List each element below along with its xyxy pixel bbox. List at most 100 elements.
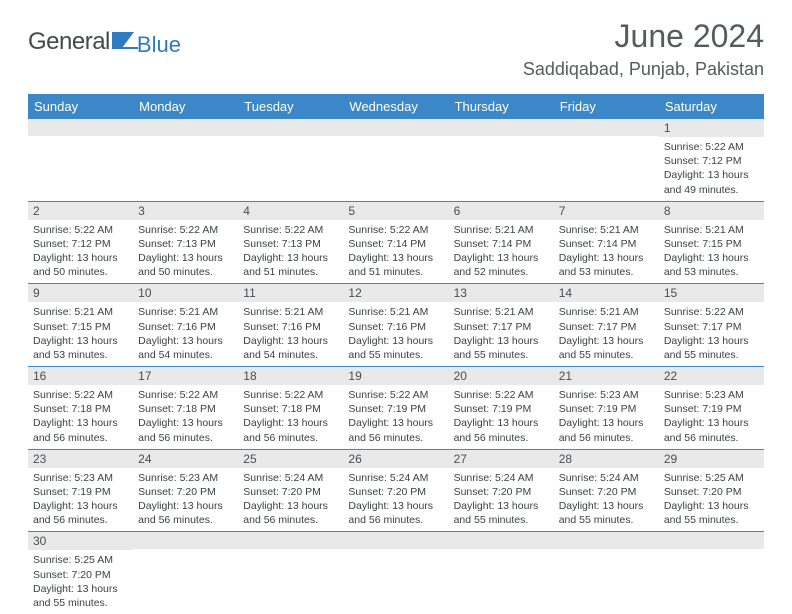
sunset-text: Sunset: 7:14 PM: [454, 237, 549, 251]
day-details: Sunrise: 5:21 AMSunset: 7:17 PMDaylight:…: [554, 302, 659, 366]
day-number: 11: [238, 284, 343, 302]
day-details: Sunrise: 5:22 AMSunset: 7:14 PMDaylight:…: [343, 220, 448, 284]
calendar-week: 2Sunrise: 5:22 AMSunset: 7:12 PMDaylight…: [28, 201, 764, 284]
day-number: 27: [449, 450, 554, 468]
day-number: [28, 119, 133, 136]
sunrise-text: Sunrise: 5:23 AM: [664, 388, 759, 402]
calendar-cell: [238, 119, 343, 201]
sunset-text: Sunset: 7:19 PM: [348, 402, 443, 416]
title-block: June 2024 Saddiqabad, Punjab, Pakistan: [523, 18, 764, 84]
calendar-cell: 12Sunrise: 5:21 AMSunset: 7:16 PMDayligh…: [343, 284, 448, 367]
day-number: 2: [28, 202, 133, 220]
sunrise-text: Sunrise: 5:21 AM: [348, 305, 443, 319]
day-details: Sunrise: 5:22 AMSunset: 7:18 PMDaylight:…: [238, 385, 343, 449]
sunset-text: Sunset: 7:19 PM: [559, 402, 654, 416]
calendar-cell: 8Sunrise: 5:21 AMSunset: 7:15 PMDaylight…: [659, 201, 764, 284]
day-number: 6: [449, 202, 554, 220]
sunset-text: Sunset: 7:18 PM: [138, 402, 233, 416]
daylight-text: Daylight: 13 hours and 56 minutes.: [243, 499, 338, 527]
brand-part1: General: [28, 28, 110, 56]
daylight-text: Daylight: 13 hours and 54 minutes.: [138, 334, 233, 362]
location: Saddiqabad, Punjab, Pakistan: [523, 59, 764, 80]
day-details: Sunrise: 5:21 AMSunset: 7:15 PMDaylight:…: [659, 220, 764, 284]
sunset-text: Sunset: 7:14 PM: [348, 237, 443, 251]
calendar-cell: [133, 532, 238, 614]
daylight-text: Daylight: 13 hours and 56 minutes.: [559, 416, 654, 444]
day-number: 17: [133, 367, 238, 385]
calendar-cell: 14Sunrise: 5:21 AMSunset: 7:17 PMDayligh…: [554, 284, 659, 367]
sunset-text: Sunset: 7:18 PM: [33, 402, 128, 416]
day-details: Sunrise: 5:21 AMSunset: 7:16 PMDaylight:…: [343, 302, 448, 366]
daylight-text: Daylight: 13 hours and 56 minutes.: [138, 416, 233, 444]
sunrise-text: Sunrise: 5:24 AM: [454, 471, 549, 485]
sunset-text: Sunset: 7:16 PM: [243, 320, 338, 334]
sunrise-text: Sunrise: 5:22 AM: [243, 223, 338, 237]
calendar-cell: [554, 119, 659, 201]
daylight-text: Daylight: 13 hours and 51 minutes.: [348, 251, 443, 279]
calendar-cell: 15Sunrise: 5:22 AMSunset: 7:17 PMDayligh…: [659, 284, 764, 367]
sunset-text: Sunset: 7:14 PM: [559, 237, 654, 251]
day-details: Sunrise: 5:23 AMSunset: 7:19 PMDaylight:…: [28, 468, 133, 532]
daylight-text: Daylight: 13 hours and 56 minutes.: [348, 499, 443, 527]
daylight-text: Daylight: 13 hours and 56 minutes.: [138, 499, 233, 527]
day-number: 4: [238, 202, 343, 220]
sunset-text: Sunset: 7:17 PM: [454, 320, 549, 334]
sunrise-text: Sunrise: 5:23 AM: [138, 471, 233, 485]
calendar-cell: [133, 119, 238, 201]
day-details: Sunrise: 5:25 AMSunset: 7:20 PMDaylight:…: [28, 550, 133, 614]
day-number: 16: [28, 367, 133, 385]
sunset-text: Sunset: 7:12 PM: [33, 237, 128, 251]
calendar-cell: 13Sunrise: 5:21 AMSunset: 7:17 PMDayligh…: [449, 284, 554, 367]
day-header: Wednesday: [343, 94, 448, 119]
daylight-text: Daylight: 13 hours and 55 minutes.: [33, 582, 128, 610]
day-number: 28: [554, 450, 659, 468]
sunset-text: Sunset: 7:20 PM: [33, 568, 128, 582]
sunset-text: Sunset: 7:19 PM: [33, 485, 128, 499]
daylight-text: Daylight: 13 hours and 56 minutes.: [664, 416, 759, 444]
sunrise-text: Sunrise: 5:22 AM: [33, 223, 128, 237]
sunrise-text: Sunrise: 5:22 AM: [454, 388, 549, 402]
day-number: [238, 119, 343, 136]
sunset-text: Sunset: 7:13 PM: [243, 237, 338, 251]
day-details: Sunrise: 5:22 AMSunset: 7:12 PMDaylight:…: [659, 137, 764, 201]
day-number: 22: [659, 367, 764, 385]
day-number: 21: [554, 367, 659, 385]
day-number: 14: [554, 284, 659, 302]
header: General Blue June 2024 Saddiqabad, Punja…: [28, 18, 764, 84]
sunrise-text: Sunrise: 5:23 AM: [33, 471, 128, 485]
sunset-text: Sunset: 7:16 PM: [348, 320, 443, 334]
day-details: Sunrise: 5:24 AMSunset: 7:20 PMDaylight:…: [449, 468, 554, 532]
sunrise-text: Sunrise: 5:22 AM: [664, 305, 759, 319]
calendar-cell: 2Sunrise: 5:22 AMSunset: 7:12 PMDaylight…: [28, 201, 133, 284]
day-number: 19: [343, 367, 448, 385]
day-number: [659, 532, 764, 549]
calendar-cell: 19Sunrise: 5:22 AMSunset: 7:19 PMDayligh…: [343, 367, 448, 450]
day-details: Sunrise: 5:24 AMSunset: 7:20 PMDaylight:…: [554, 468, 659, 532]
day-number: 15: [659, 284, 764, 302]
day-number: 7: [554, 202, 659, 220]
calendar-cell: 26Sunrise: 5:24 AMSunset: 7:20 PMDayligh…: [343, 449, 448, 532]
daylight-text: Daylight: 13 hours and 53 minutes.: [559, 251, 654, 279]
day-details: Sunrise: 5:21 AMSunset: 7:16 PMDaylight:…: [238, 302, 343, 366]
day-details: Sunrise: 5:23 AMSunset: 7:20 PMDaylight:…: [133, 468, 238, 532]
day-number: [343, 119, 448, 136]
calendar-cell: [343, 532, 448, 614]
day-number: 12: [343, 284, 448, 302]
calendar-cell: [449, 532, 554, 614]
day-number: 24: [133, 450, 238, 468]
calendar-cell: 16Sunrise: 5:22 AMSunset: 7:18 PMDayligh…: [28, 367, 133, 450]
sunset-text: Sunset: 7:19 PM: [454, 402, 549, 416]
flag-icon: [112, 30, 138, 55]
day-number: [554, 119, 659, 136]
sunrise-text: Sunrise: 5:25 AM: [664, 471, 759, 485]
daylight-text: Daylight: 13 hours and 56 minutes.: [454, 416, 549, 444]
day-number: 10: [133, 284, 238, 302]
daylight-text: Daylight: 13 hours and 56 minutes.: [33, 416, 128, 444]
month-title: June 2024: [523, 18, 764, 55]
daylight-text: Daylight: 13 hours and 55 minutes.: [559, 334, 654, 362]
calendar-week: 23Sunrise: 5:23 AMSunset: 7:19 PMDayligh…: [28, 449, 764, 532]
sunset-text: Sunset: 7:20 PM: [664, 485, 759, 499]
sunset-text: Sunset: 7:15 PM: [664, 237, 759, 251]
calendar-cell: 3Sunrise: 5:22 AMSunset: 7:13 PMDaylight…: [133, 201, 238, 284]
sunrise-text: Sunrise: 5:22 AM: [348, 223, 443, 237]
